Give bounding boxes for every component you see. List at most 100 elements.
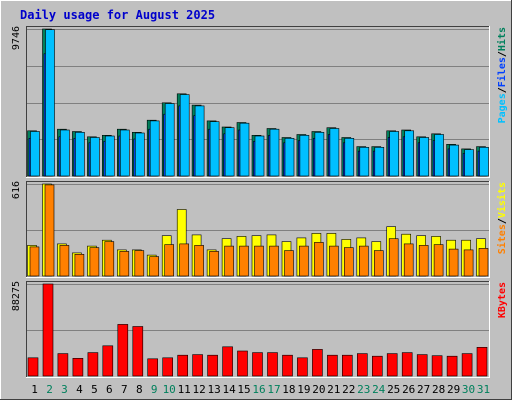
legend: Sites/Visits (496, 182, 508, 254)
bars (27, 283, 488, 377)
bar-pages-day-16 (254, 135, 265, 177)
bar-kbytes-day-19 (297, 357, 308, 377)
x-tick-label-day-13: 13 (207, 383, 220, 396)
bar-pages-day-8 (135, 132, 145, 177)
x-tick-label-day-2: 2 (46, 383, 53, 396)
bar-pages-day-31 (479, 147, 489, 177)
x-tick-label-day-14: 14 (222, 383, 236, 396)
x-tick-label-day-16: 16 (252, 383, 265, 396)
x-tick-label-day-4: 4 (76, 383, 83, 396)
bar-sites-day-10 (164, 244, 174, 277)
bar-kbytes-day-14 (222, 346, 233, 377)
bar-pages-day-12 (194, 105, 205, 177)
bar-pages-day-15 (239, 122, 250, 177)
x-tick-label-day-30: 30 (462, 383, 475, 396)
bar-sites-day-7 (119, 251, 130, 277)
x-tick-label-day-1: 1 (31, 383, 38, 396)
chart-title: Daily usage for August 2025 (20, 8, 215, 22)
bar-sites-day-14 (224, 245, 234, 277)
legend: KBytes (497, 282, 508, 318)
legend-entry: / (497, 51, 508, 57)
bar-kbytes-day-12 (192, 354, 203, 377)
bar-pages-day-13 (209, 121, 220, 177)
bar-pages-day-20 (314, 132, 325, 177)
legend-entry: / (497, 87, 508, 93)
panel-kbytes: 88275 KBytes (11, 281, 508, 378)
legend-entry: Visits (496, 182, 508, 218)
x-tick-label-day-5: 5 (91, 383, 98, 396)
y-axis-max-label: 616 (11, 181, 22, 199)
bar-kbytes-day-8 (132, 326, 144, 377)
bar-pages-day-10 (164, 103, 175, 177)
legend-entry: / (497, 218, 508, 224)
x-tick-label-day-15: 15 (237, 383, 250, 396)
bar-pages-day-5 (90, 137, 100, 177)
bar-sites-day-23 (358, 245, 369, 277)
x-tick-label-day-31: 31 (477, 383, 490, 396)
bar-pages-day-21 (329, 128, 340, 177)
legend-entry: Files (496, 57, 508, 87)
bar-pages-day-14 (224, 127, 235, 177)
bar-kbytes-day-23 (356, 353, 368, 377)
x-tick-label-day-18: 18 (282, 383, 295, 396)
bar-kbytes-day-6 (102, 345, 114, 377)
bar-kbytes-day-13 (207, 354, 218, 377)
bar-sites-day-6 (104, 241, 115, 277)
x-tick-label-day-27: 27 (417, 383, 430, 396)
bar-pages-day-19 (299, 135, 310, 177)
bar-sites-day-24 (373, 250, 384, 277)
bar-kbytes-day-10 (162, 357, 173, 377)
bar-kbytes-day-30 (461, 353, 473, 377)
x-tick-label-day-7: 7 (121, 383, 128, 396)
bar-sites-day-3 (59, 245, 70, 277)
bar-sites-day-8 (134, 250, 145, 277)
x-tick-label-day-24: 24 (372, 383, 386, 396)
bar-sites-day-26 (403, 243, 414, 277)
bar-sites-day-2 (44, 184, 55, 277)
legend-entry: KBytes (497, 282, 508, 318)
bar-sites-day-19 (299, 245, 309, 277)
bars (27, 183, 489, 277)
bar-pages-day-6 (105, 135, 115, 177)
bar-sites-day-15 (239, 245, 249, 277)
bar-kbytes-day-15 (237, 350, 248, 377)
bar-kbytes-day-4 (72, 357, 84, 377)
bar-pages-day-2 (45, 29, 55, 177)
bar-kbytes-day-16 (252, 352, 263, 377)
x-tick-label-day-11: 11 (178, 383, 191, 396)
bar-kbytes-day-25 (386, 353, 398, 377)
bar-kbytes-day-28 (431, 355, 443, 377)
x-tick-label-day-26: 26 (402, 383, 415, 396)
bar-pages-day-9 (149, 120, 160, 177)
x-axis-labels: 1 2 3 4 5 6 7 8 9 10 11 12 13 14 15 16 17 18 19 20 21 22 23 24 2… (31, 383, 490, 396)
bar-kbytes-day-27 (416, 354, 428, 377)
bar-sites-day-5 (89, 247, 100, 277)
bar-sites-day-11 (179, 243, 189, 277)
legend-entry: Sites (496, 224, 508, 254)
bars (27, 28, 489, 177)
bar-sites-day-9 (149, 256, 159, 277)
y-axis-max-label: 9746 (11, 26, 22, 50)
x-tick-label-day-21: 21 (327, 383, 340, 396)
bar-kbytes-day-31 (476, 346, 488, 377)
bar-kbytes-day-20 (312, 349, 323, 377)
chart-panels: 9746Pages/Files/Hits616Sites/Visits88275… (11, 26, 508, 378)
x-tick-label-day-22: 22 (342, 383, 355, 396)
bar-kbytes-day-29 (446, 355, 458, 377)
bar-pages-day-22 (344, 138, 355, 177)
bar-sites-day-16 (254, 245, 264, 277)
bar-pages-day-4 (75, 132, 85, 177)
x-tick-label-day-17: 17 (267, 383, 280, 396)
bar-kbytes-day-11 (177, 354, 188, 377)
bar-kbytes-day-9 (147, 358, 158, 377)
x-tick-label-day-23: 23 (357, 383, 370, 396)
legend-entry: Pages (497, 93, 508, 123)
bar-sites-day-18 (284, 250, 294, 277)
x-tick-label-day-28: 28 (432, 383, 445, 396)
x-tick-label-day-12: 12 (192, 383, 205, 396)
bar-pages-day-17 (269, 128, 280, 177)
bar-sites-day-28 (433, 244, 444, 277)
bar-pages-day-1 (30, 131, 40, 177)
bar-pages-day-27 (419, 137, 430, 177)
bar-kbytes-day-22 (341, 354, 353, 377)
